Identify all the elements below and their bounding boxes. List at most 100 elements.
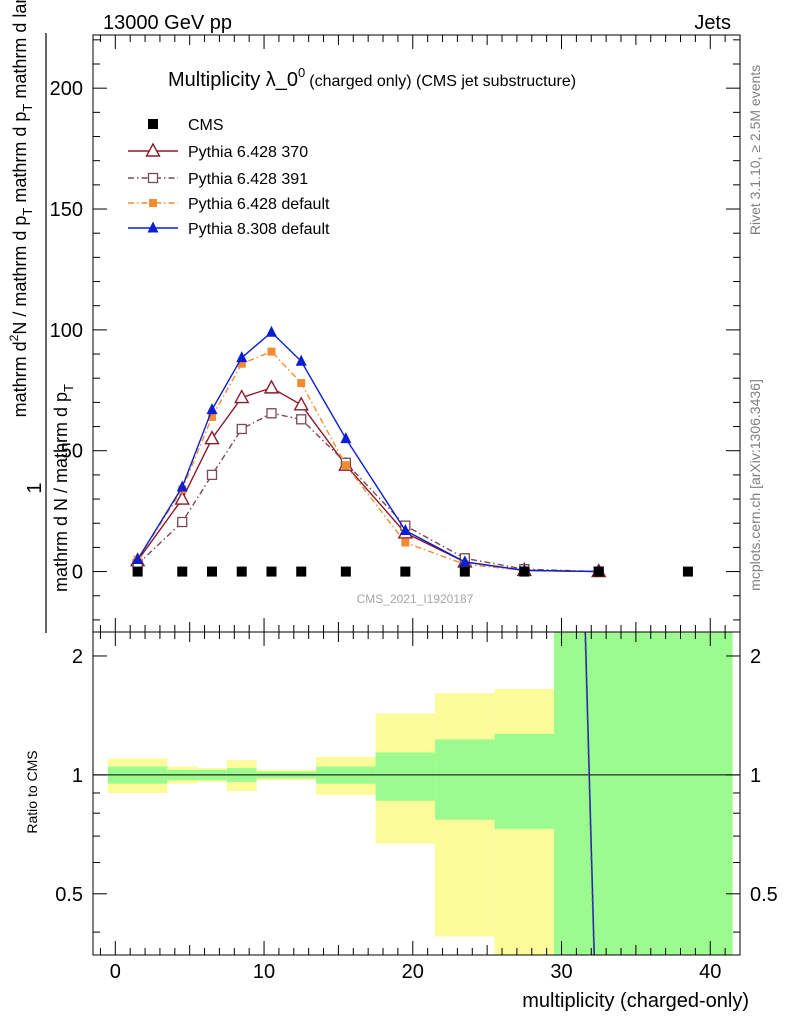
data-point (295, 354, 307, 366)
legend-entry: Pythia 6.428 370 (128, 142, 308, 161)
data-point (266, 566, 277, 577)
legend: CMS Pythia 6.428 370 Pythia 6.428 391 Pythi… (128, 117, 330, 238)
ratio-stat-band (375, 752, 436, 801)
header-left: 13000 GeV pp (103, 12, 232, 34)
data-point (176, 480, 188, 492)
legend-marker (145, 142, 161, 157)
data-point (459, 566, 470, 577)
data-point (207, 412, 216, 421)
series-py6_370 (129, 379, 607, 578)
title-rest: (charged only) (CMS jet substructure) (309, 73, 576, 90)
data-point (236, 351, 248, 363)
main-y-axis: 0 50 100 150 200 (50, 39, 740, 621)
legend-label: Pythia 6.428 default (188, 196, 330, 213)
header-right: Jets (694, 12, 731, 34)
series-py6_391 (132, 408, 604, 577)
ratio-y-tick-label: 0.5 (55, 884, 83, 906)
legend-marker (148, 119, 158, 129)
data-point (340, 566, 351, 577)
series-line (137, 350, 599, 573)
data-point (174, 490, 190, 505)
x-tick-label: 40 (699, 961, 721, 983)
series-cms (132, 566, 693, 577)
data-point (177, 516, 188, 528)
data-point (340, 432, 352, 444)
y-tick-label: 0 (72, 562, 83, 584)
data-point (401, 538, 410, 547)
x-tick-label: 30 (550, 961, 572, 983)
data-point (400, 566, 411, 577)
ratio-series-line (584, 631, 595, 956)
x-axis: 0 10 20 30 40 (99, 35, 726, 983)
series-py6_default (133, 347, 603, 576)
y-label-one: 1 (24, 482, 46, 493)
y-label-numerator: mathrm d2N / mathrm d pT mathrm d pT mat… (7, 0, 35, 417)
ratio-stat-band (494, 733, 555, 829)
y-tick-label: 150 (50, 199, 83, 221)
ratio-y-tick-label-right: 0.5 (750, 884, 778, 906)
series-line (137, 412, 599, 573)
series-layer (129, 325, 693, 578)
mcplots-label: mcplots.cern.ch [arXiv:1306.3436] (747, 379, 763, 591)
title-sup: 0 (298, 65, 305, 80)
x-axis-label: multiplicity (charged-only) (522, 990, 749, 1012)
y-tick-label: 100 (50, 320, 83, 342)
data-point (682, 566, 693, 577)
ratio-y-axis: 0.5 0.5 1 1 2 2 (55, 646, 778, 933)
legend-entry: Pythia 6.428 default (128, 196, 330, 213)
ratio-y-tick-label: 1 (72, 765, 83, 787)
y-tick-label: 200 (50, 78, 83, 100)
data-point (519, 566, 530, 577)
data-point (206, 566, 217, 577)
plot-title: Multiplicity λ_00 (charged only) (CMS jet… (168, 65, 576, 91)
ratio-stat-band (435, 739, 495, 820)
legend-label: CMS (188, 117, 224, 134)
data-point (206, 403, 218, 415)
x-tick-label: 10 (253, 961, 275, 983)
data-point (234, 389, 250, 404)
data-point (459, 555, 471, 567)
data-point (267, 347, 276, 356)
x-tick-label: 20 (402, 961, 424, 983)
legend-entry: Pythia 6.428 391 (128, 171, 308, 188)
data-point (204, 430, 220, 445)
y-label-denominator: mathrm d N / mathrm d pT (51, 384, 76, 592)
data-point (132, 552, 144, 564)
data-point (237, 359, 246, 368)
ratio-y-tick-label-right: 1 (750, 765, 761, 787)
title-main: Multiplicity λ_0 (168, 69, 298, 91)
data-point (399, 523, 411, 535)
data-point (132, 566, 143, 577)
data-point (593, 566, 604, 577)
legend-entry: Pythia 8.308 default (128, 221, 330, 238)
data-point (296, 566, 307, 577)
ratio-plot-frame (92, 631, 741, 956)
data-point (266, 408, 277, 419)
data-point (297, 379, 306, 388)
ratio-stat-band (554, 632, 733, 955)
ratio-y-tick-label-right: 2 (750, 646, 761, 668)
legend-marker (147, 172, 159, 184)
data-point (341, 461, 350, 470)
y-tick-label: 50 (61, 441, 83, 463)
data-point (206, 469, 218, 481)
watermark: CMS_2021_I1920187 (357, 592, 474, 606)
data-point (236, 566, 247, 577)
legend-label: Pythia 8.308 default (188, 221, 330, 238)
data-point (177, 566, 188, 577)
data-point (265, 325, 277, 337)
legend-label: Pythia 6.428 391 (188, 171, 308, 188)
data-point (296, 414, 307, 425)
series-line (137, 387, 599, 573)
series-py8_default (132, 325, 605, 577)
legend-entry: CMS (148, 117, 224, 134)
legend-marker (149, 199, 157, 207)
main-y-label: 1 mathrm d N / mathrm d pT mathrm d2N / … (7, 0, 76, 633)
series-line (137, 331, 599, 573)
ratio-bands (93, 631, 740, 956)
x-tick-label: 0 (110, 961, 121, 983)
data-point (263, 379, 280, 394)
ratio-y-label: Ratio to CMS (24, 750, 40, 833)
data-point (293, 396, 309, 411)
